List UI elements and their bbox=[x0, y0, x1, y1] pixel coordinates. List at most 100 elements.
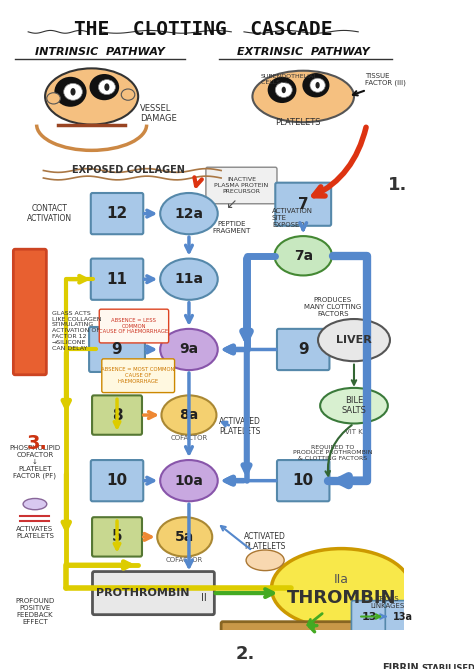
Ellipse shape bbox=[318, 319, 390, 361]
Ellipse shape bbox=[272, 549, 411, 628]
Ellipse shape bbox=[160, 259, 218, 300]
Text: ACTIVATION
SITE
EXPOSED: ACTIVATION SITE EXPOSED bbox=[272, 208, 313, 228]
Text: 1.: 1. bbox=[388, 177, 407, 195]
Text: 12: 12 bbox=[106, 206, 128, 221]
Ellipse shape bbox=[90, 74, 119, 100]
Text: 7: 7 bbox=[298, 197, 309, 212]
Text: ↙: ↙ bbox=[226, 197, 237, 211]
Text: PROFOUND
POSITIVE
FEEDBACK
EFFECT: PROFOUND POSITIVE FEEDBACK EFFECT bbox=[15, 598, 55, 626]
FancyBboxPatch shape bbox=[13, 250, 46, 375]
Text: 11a: 11a bbox=[174, 272, 203, 286]
Ellipse shape bbox=[162, 395, 217, 435]
Text: FIBRIN: FIBRIN bbox=[382, 663, 419, 669]
FancyBboxPatch shape bbox=[99, 309, 169, 343]
Ellipse shape bbox=[45, 68, 138, 124]
Text: ABSENCE = MOST COMMON
CAUSE OF
HAEMORRHAGE: ABSENCE = MOST COMMON CAUSE OF HAEMORRHA… bbox=[101, 367, 175, 384]
Ellipse shape bbox=[55, 77, 87, 107]
Ellipse shape bbox=[23, 498, 47, 510]
Text: ACTIVATES
PLATELETS: ACTIVATES PLATELETS bbox=[16, 526, 54, 539]
Text: GLASS ACTS
LIKE COLLAGEN
STIMULATING
ACTIVATION OF
FACTOR 12
→SILICONE
CAN DELAY: GLASS ACTS LIKE COLLAGEN STIMULATING ACT… bbox=[52, 311, 101, 351]
Ellipse shape bbox=[246, 550, 284, 571]
Ellipse shape bbox=[275, 82, 292, 98]
Text: PRODUCES
MANY CLOTTING
FACTORS: PRODUCES MANY CLOTTING FACTORS bbox=[304, 297, 362, 317]
Text: INTRINSIC  PATHWAY: INTRINSIC PATHWAY bbox=[35, 47, 165, 56]
Ellipse shape bbox=[121, 89, 135, 100]
Text: 10: 10 bbox=[107, 473, 128, 488]
FancyBboxPatch shape bbox=[385, 601, 421, 632]
Ellipse shape bbox=[316, 82, 320, 88]
Ellipse shape bbox=[320, 388, 388, 423]
FancyBboxPatch shape bbox=[91, 193, 143, 234]
Text: BILE
SALTS: BILE SALTS bbox=[342, 396, 366, 415]
Text: 9a: 9a bbox=[179, 343, 199, 357]
FancyBboxPatch shape bbox=[92, 571, 214, 615]
Text: VESSEL
DAMAGE: VESSEL DAMAGE bbox=[140, 104, 177, 123]
Ellipse shape bbox=[99, 80, 115, 94]
Text: 3.: 3. bbox=[27, 434, 47, 453]
FancyBboxPatch shape bbox=[221, 622, 360, 668]
Text: 2.: 2. bbox=[236, 645, 255, 663]
Text: INACTIVE
PLASMA PROTEIN
PRECURSOR: INACTIVE PLASMA PROTEIN PRECURSOR bbox=[214, 177, 269, 194]
Text: 11: 11 bbox=[107, 272, 128, 287]
Ellipse shape bbox=[64, 84, 82, 100]
FancyBboxPatch shape bbox=[351, 601, 387, 632]
Text: LIVER: LIVER bbox=[336, 335, 372, 345]
Ellipse shape bbox=[310, 78, 325, 92]
Text: ACTIVATED
PLATELETS: ACTIVATED PLATELETS bbox=[219, 417, 261, 436]
FancyBboxPatch shape bbox=[277, 460, 329, 501]
FancyBboxPatch shape bbox=[91, 460, 143, 501]
Ellipse shape bbox=[160, 460, 218, 501]
FancyBboxPatch shape bbox=[102, 359, 174, 393]
Text: PHOSPHOLIPID
COFACTOR
↓
PLATELET
FACTOR (PF): PHOSPHOLIPID COFACTOR ↓ PLATELET FACTOR … bbox=[9, 445, 61, 479]
Ellipse shape bbox=[300, 667, 315, 669]
Text: CONTACT
ACTIVATION: CONTACT ACTIVATION bbox=[27, 204, 72, 223]
Text: 13a: 13a bbox=[393, 611, 413, 622]
Text: PLATELETS: PLATELETS bbox=[275, 118, 321, 127]
Text: IIa: IIa bbox=[334, 573, 349, 585]
Ellipse shape bbox=[282, 87, 286, 93]
Text: TISSUE
FACTOR (III): TISSUE FACTOR (III) bbox=[365, 73, 406, 86]
Text: PROTHROMBIN: PROTHROMBIN bbox=[96, 588, 189, 598]
FancyBboxPatch shape bbox=[91, 259, 143, 300]
Text: 10a: 10a bbox=[174, 474, 203, 488]
Text: 9: 9 bbox=[298, 342, 309, 357]
Ellipse shape bbox=[160, 193, 218, 234]
Ellipse shape bbox=[157, 517, 212, 557]
FancyBboxPatch shape bbox=[92, 517, 142, 557]
FancyBboxPatch shape bbox=[206, 167, 277, 204]
Text: II: II bbox=[201, 593, 207, 603]
Text: 8a: 8a bbox=[179, 408, 199, 422]
Text: PEPTIDE
FRAGMENT: PEPTIDE FRAGMENT bbox=[212, 221, 250, 234]
FancyBboxPatch shape bbox=[277, 329, 329, 370]
Ellipse shape bbox=[253, 71, 354, 122]
Text: 12a: 12a bbox=[174, 207, 203, 221]
Text: 8: 8 bbox=[112, 407, 122, 423]
Text: 5: 5 bbox=[112, 529, 122, 545]
Text: 5a: 5a bbox=[175, 530, 194, 544]
FancyBboxPatch shape bbox=[89, 327, 145, 372]
Text: EXTRINSIC  PATHWAY: EXTRINSIC PATHWAY bbox=[237, 47, 370, 56]
Text: EXPOSED COLLAGEN: EXPOSED COLLAGEN bbox=[72, 165, 184, 175]
Text: REQUIRED TO
PRODUCE PROTHROMBIN
& CLOTTING FACTORS: REQUIRED TO PRODUCE PROTHROMBIN & CLOTTI… bbox=[293, 444, 373, 461]
Text: CROSS
LINKAGES: CROSS LINKAGES bbox=[371, 596, 405, 609]
Text: 10: 10 bbox=[292, 473, 314, 488]
Text: THE  CLOTTING  CASCADE: THE CLOTTING CASCADE bbox=[74, 19, 333, 39]
Text: STABILISED: STABILISED bbox=[421, 664, 474, 669]
Ellipse shape bbox=[47, 93, 60, 104]
Text: THROMBIN: THROMBIN bbox=[287, 589, 396, 607]
FancyBboxPatch shape bbox=[275, 183, 331, 226]
Ellipse shape bbox=[160, 329, 218, 370]
Ellipse shape bbox=[71, 88, 75, 96]
Text: 13: 13 bbox=[362, 611, 377, 622]
Text: 9: 9 bbox=[112, 342, 122, 357]
FancyBboxPatch shape bbox=[92, 395, 142, 435]
Text: ACTIVATED
PLATELETS: ACTIVATED PLATELETS bbox=[244, 532, 286, 551]
Text: ABSENCE = LESS
COMMON
CAUSE OF HAEMORRHAGE: ABSENCE = LESS COMMON CAUSE OF HAEMORRHA… bbox=[100, 318, 169, 334]
Text: VIT K: VIT K bbox=[345, 429, 363, 435]
Text: COFACTOR: COFACTOR bbox=[166, 557, 203, 563]
Text: 7a: 7a bbox=[294, 249, 313, 263]
Ellipse shape bbox=[302, 73, 329, 98]
Text: SUBENDOTHELIAL
CELLS →: SUBENDOTHELIAL CELLS → bbox=[261, 74, 318, 85]
Text: FIBRINOGEN: FIBRINOGEN bbox=[247, 638, 334, 651]
Ellipse shape bbox=[104, 84, 109, 91]
